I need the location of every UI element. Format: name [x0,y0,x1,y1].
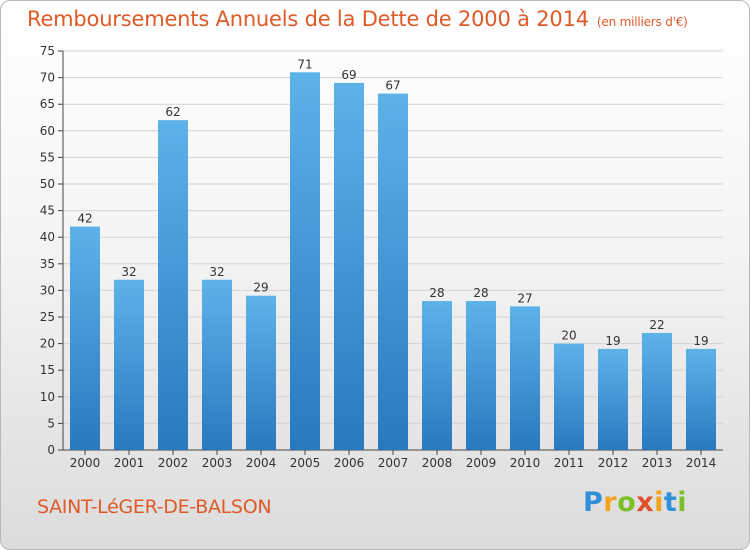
chart-title-text: Remboursements Annuels de la Dette de 20… [27,7,589,31]
x-tick-label-2012: 2012 [598,456,629,470]
value-label-2007: 67 [385,79,400,93]
value-label-2000: 42 [77,212,92,226]
bar-2004 [246,295,276,450]
x-tick-label-2013: 2013 [642,456,673,470]
y-tick-label: 40 [40,230,55,244]
y-tick-label: 75 [40,44,55,58]
value-label-2004: 29 [253,281,268,295]
value-label-2001: 32 [121,265,136,279]
bar-2010 [510,306,540,450]
y-tick-label: 65 [40,97,55,111]
y-tick-label: 70 [40,71,55,85]
bar-2008 [422,301,452,450]
x-tick-label-2010: 2010 [510,456,541,470]
y-tick-label: 60 [40,124,55,138]
axes: 0 5 10 15 20 25 30 35 40 45 50 55 60 65 70 75 2000 2001 20… [40,44,723,470]
x-tick-label-2006: 2006 [334,456,365,470]
x-tick-label-2014: 2014 [686,456,717,470]
y-tick-label: 50 [40,177,55,191]
y-tick-label: 25 [40,310,55,324]
value-label-2014: 19 [693,334,708,348]
value-label-2011: 20 [561,329,576,343]
x-tick-label-2001: 2001 [114,456,145,470]
data-labels: 42 32 62 32 29 71 69 67 28 28 27 20 19 22 19 [77,57,708,348]
bar-2000 [70,226,100,450]
y-tick-label: 0 [47,443,55,457]
town-name: SAINT-LéGER-DE-BALSON [37,496,272,518]
y-tick-label: 10 [40,390,55,404]
value-label-2010: 27 [517,291,532,305]
x-tick-label-2002: 2002 [158,456,189,470]
value-label-2006: 69 [341,68,356,82]
bar-2005 [290,72,320,450]
bar-2009 [466,301,496,450]
bar-2002 [158,120,188,450]
y-tick-label: 15 [40,363,55,377]
value-label-2009: 28 [473,286,488,300]
proxiti-logo[interactable]: Proxiti [583,487,688,518]
value-label-2008: 28 [429,286,444,300]
value-label-2005: 71 [297,57,312,71]
bar-2014 [686,348,716,450]
bar-2006 [334,82,364,451]
x-tick-label-2000: 2000 [70,456,101,470]
y-tick-label: 55 [40,150,55,164]
bar-2011 [554,343,584,450]
y-tick-label: 30 [40,283,55,297]
bar-2001 [114,279,144,450]
y-tick-label: 5 [47,416,55,430]
y-tick-label: 45 [40,204,55,218]
x-tick-label-2007: 2007 [378,456,409,470]
bar-2013 [642,332,672,450]
x-tick-label-2009: 2009 [466,456,497,470]
bar-2007 [378,93,408,450]
x-tick-label-2003: 2003 [202,456,233,470]
x-tick-label-2004: 2004 [246,456,277,470]
value-label-2013: 22 [649,318,664,332]
x-tick-label-2011: 2011 [554,456,585,470]
bar-2012 [598,348,628,450]
x-tick-label-2005: 2005 [290,456,321,470]
value-label-2012: 19 [605,334,620,348]
value-label-2002: 62 [165,105,180,119]
unit-label: (en milliers d'€) [596,15,688,29]
bars [70,72,716,451]
chart-title: Remboursements Annuels de la Dette de 20… [27,7,688,31]
value-label-2003: 32 [209,265,224,279]
y-tick-label: 35 [40,257,55,271]
y-tick-label: 20 [40,337,55,351]
bar-2003 [202,279,232,450]
x-tick-label-2008: 2008 [422,456,453,470]
